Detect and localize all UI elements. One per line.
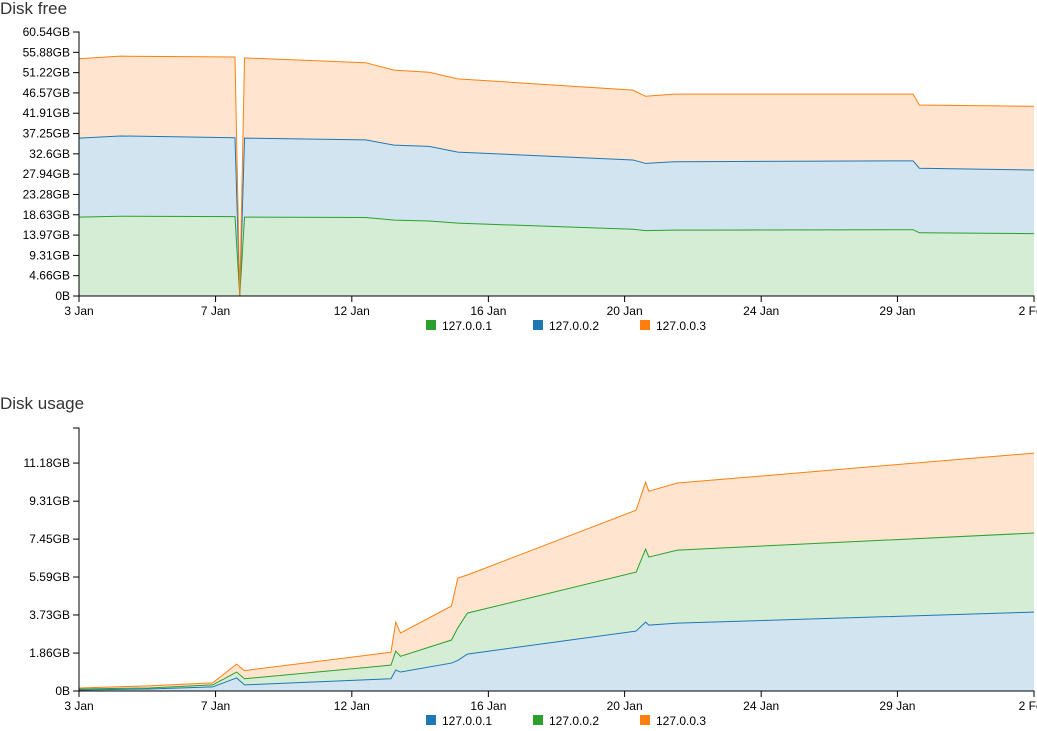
area-line: [78, 611, 1035, 691]
legend-label: 127.0.0.1: [442, 714, 492, 728]
area-fill: [79, 612, 1034, 691]
x-tick-label: 3 Jan: [64, 304, 93, 318]
y-tick-label: 51.22GB: [23, 66, 70, 80]
x-tick-label: 16 Jan: [470, 699, 506, 713]
y-tick-label: 4.66GB: [29, 269, 70, 283]
area-fill: [79, 453, 1034, 689]
area-line: [78, 532, 1035, 690]
chart-title: Disk usage: [0, 394, 84, 413]
y-tick-label: 7.45GB: [29, 532, 70, 546]
x-tick-label: 24 Jan: [743, 304, 779, 318]
legend-label: 127.0.0.3: [656, 714, 706, 728]
area-line: [78, 215, 1035, 297]
x-tick-label: 12 Jan: [334, 699, 370, 713]
x-tick-label: 7 Jan: [201, 304, 230, 318]
legend-label: 127.0.0.1: [442, 319, 492, 333]
area-line: [78, 55, 1035, 297]
y-tick-label: 27.94GB: [23, 167, 70, 181]
y-tick-label: 0B: [55, 289, 70, 303]
y-tick-label: 55.88GB: [23, 45, 70, 59]
x-tick-label: 7 Jan: [201, 699, 230, 713]
plot: [78, 55, 1035, 297]
x-tick-label: 20 Jan: [607, 304, 643, 318]
legend-swatch: [640, 320, 650, 330]
legend-swatch: [426, 320, 436, 330]
y-tick-label: 37.25GB: [23, 127, 70, 141]
x-tick-label: 12 Jan: [334, 304, 370, 318]
area-fill: [79, 532, 1034, 690]
x-tick-label: 16 Jan: [470, 304, 506, 318]
legend-swatch: [426, 715, 436, 725]
y-tick-label: 60.54GB: [23, 25, 70, 39]
y-tick-label: 9.31GB: [29, 248, 70, 262]
legend-label: 127.0.0.2: [549, 319, 599, 333]
area-fill: [79, 56, 1034, 297]
area-fill: [79, 216, 1034, 296]
area-fill: [79, 135, 1034, 296]
legend-label: 127.0.0.3: [656, 319, 706, 333]
x-axis: [78, 690, 1035, 697]
x-axis: [78, 295, 1035, 302]
legend-swatch: [533, 320, 543, 330]
x-tick-label: 20 Jan: [607, 699, 643, 713]
area-line: [78, 452, 1035, 689]
area-line: [78, 135, 1035, 297]
x-tick-label: 29 Jan: [879, 304, 915, 318]
y-tick-label: 23.28GB: [23, 187, 70, 201]
plot: [78, 452, 1035, 691]
y-tick-label: 46.57GB: [23, 86, 70, 100]
legend-label: 127.0.0.2: [549, 714, 599, 728]
chart-title: Disk free: [0, 0, 67, 18]
y-tick-label: 9.31GB: [29, 494, 70, 508]
y-axis: [73, 31, 80, 297]
x-tick-label: 3 Jan: [64, 699, 93, 713]
legend-swatch: [533, 715, 543, 725]
y-tick-label: 1.86GB: [29, 646, 70, 660]
x-tick-label: 24 Jan: [743, 699, 779, 713]
y-tick-label: 41.91GB: [23, 106, 70, 120]
y-tick-label: 0B: [55, 684, 70, 698]
y-tick-label: 18.63GB: [23, 208, 70, 222]
y-tick-label: 3.73GB: [29, 608, 70, 622]
y-axis: [73, 427, 80, 692]
y-tick-label: 11.18GB: [24, 456, 70, 470]
x-tick-label: 29 Jan: [879, 699, 915, 713]
legend-swatch: [640, 715, 650, 725]
x-tick-label: 2 Feb: [1019, 699, 1037, 713]
y-tick-label: 13.97GB: [23, 228, 70, 242]
x-tick-label: 2 Feb: [1019, 304, 1037, 318]
y-tick-label: 5.59GB: [29, 570, 70, 584]
y-tick-label: 32.6GB: [29, 147, 70, 161]
